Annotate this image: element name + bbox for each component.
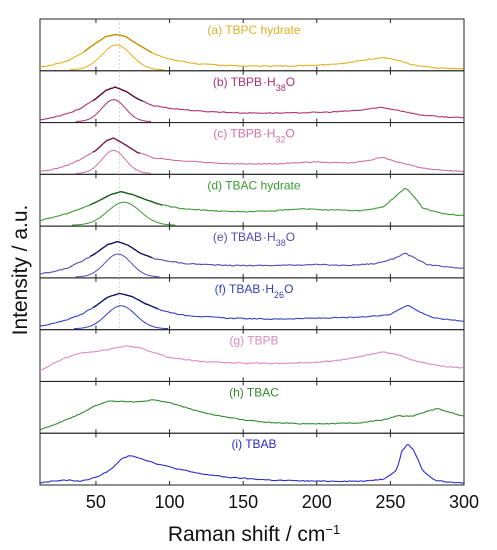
panel-label-text: (b) TBPB	[213, 75, 262, 89]
panel-label-dot: ·	[263, 230, 267, 244]
component-peak	[75, 149, 151, 174]
component-peak	[73, 305, 169, 330]
spectrum-line	[39, 345, 465, 372]
panel-label-text: (f) TBAB	[215, 282, 261, 296]
panel-label-text: (e) TBAB	[213, 230, 262, 244]
panel-label: (d) TBAC hydrate	[207, 178, 300, 192]
y-axis-title: Intensity / a.u.	[9, 205, 32, 336]
panel-label-h: H	[267, 127, 276, 141]
panel-label: (h) TBAC	[229, 385, 279, 399]
panel-frame	[39, 432, 465, 486]
panel-label-suffix: O	[286, 75, 295, 89]
x-tick-label: 300	[449, 492, 479, 512]
spectrum-line	[39, 444, 465, 484]
spectrum-line	[39, 399, 465, 431]
fit-line	[83, 33, 153, 54]
panel-label-dot: ·	[263, 75, 267, 89]
component-peak	[69, 44, 164, 71]
panel-label-subscript: 26	[274, 290, 284, 300]
fit-line	[92, 86, 144, 102]
panel-1: (a) TBPC hydrate	[39, 18, 465, 72]
panel-8: (h) TBAC	[39, 380, 465, 434]
panel-label: (a) TBPC hydrate	[207, 23, 300, 37]
component-peak	[72, 201, 176, 226]
panel-label: (b) TBPB·H38O	[213, 75, 295, 93]
spectrum-line	[39, 34, 465, 70]
panel-label-text: (c) TBPB	[213, 127, 261, 141]
panel-label-text: (d) TBAC hydrate	[207, 178, 300, 192]
x-tick-label: 250	[375, 492, 405, 512]
panel-7: (g) TBPB	[39, 329, 465, 382]
panel-label-suffix: O	[285, 127, 294, 141]
panel-label: (g) TBPB	[229, 334, 278, 348]
x-tick-label: 50	[86, 492, 106, 512]
x-axis-title: Raman shift / cm−1	[168, 522, 340, 547]
x-axis-title-text: Raman shift / cm	[168, 523, 326, 546]
fit-line	[92, 292, 159, 310]
panel-label-text: (h) TBAC	[229, 385, 279, 399]
panel-label-subscript: 38	[276, 238, 286, 248]
panel-label: (c) TBPB·H32O	[213, 127, 294, 145]
fit-line	[89, 240, 153, 259]
panel-label-dot: ·	[263, 127, 267, 141]
panel-label-h: H	[267, 75, 276, 89]
panel-4: (d) TBAC hydrate	[39, 173, 465, 227]
spectrum-line	[39, 240, 465, 275]
panel-2: (b) TBPB·H38O	[39, 70, 465, 124]
panel-5: (e) TBAB·H38O	[39, 225, 465, 279]
component-peak	[75, 99, 152, 122]
panel-label-h: H	[265, 282, 274, 296]
panel-label: (e) TBAB·H38O	[213, 230, 295, 248]
panel-label-suffix: O	[284, 282, 293, 296]
panel-label-subscript: 38	[276, 83, 286, 93]
panels-group: (a) TBPC hydrate(b) TBPB·H38O(c) TBPB·H3…	[39, 18, 465, 486]
panel-label-dot: ·	[261, 282, 265, 296]
spectrum-line	[39, 292, 465, 327]
fit-line	[89, 191, 163, 206]
panel-label-text: (a) TBPC hydrate	[207, 23, 300, 37]
panel-label-h: H	[267, 230, 276, 244]
x-axis: 50 100 150 200 250 300	[86, 492, 479, 512]
panel-label-text: (g) TBPB	[229, 334, 278, 348]
x-tick-label: 100	[155, 492, 185, 512]
panel-3: (c) TBPB·H32O	[39, 122, 465, 175]
x-tick-label: 200	[302, 492, 332, 512]
panel-label: (f) TBAB·H26O	[215, 282, 294, 300]
panel-label-text: (i) TBAB	[231, 437, 276, 451]
x-tick-label: 150	[228, 492, 258, 512]
panel-label-suffix: O	[286, 230, 295, 244]
panel-label: (i) TBAB	[231, 437, 276, 451]
spectrum-line	[39, 188, 465, 222]
panel-6: (f) TBAB·H26O	[39, 277, 465, 331]
component-peak	[75, 253, 160, 278]
panel-9: (i) TBAB	[39, 432, 465, 486]
panel-label-subscript: 32	[275, 135, 285, 145]
x-axis-title-superscript: −1	[325, 522, 340, 537]
fit-line	[92, 137, 141, 154]
